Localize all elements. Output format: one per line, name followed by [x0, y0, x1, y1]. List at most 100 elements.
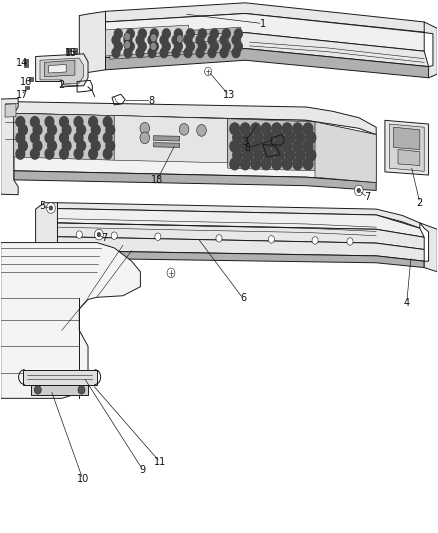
Circle shape	[97, 232, 101, 237]
Circle shape	[232, 48, 240, 58]
Circle shape	[95, 229, 103, 240]
Circle shape	[251, 123, 261, 135]
Polygon shape	[49, 64, 66, 73]
Polygon shape	[57, 203, 420, 228]
Text: 2: 2	[417, 198, 423, 208]
Circle shape	[45, 117, 54, 127]
Text: 10: 10	[77, 474, 89, 484]
Circle shape	[179, 124, 189, 135]
Circle shape	[261, 158, 271, 169]
Circle shape	[60, 117, 68, 127]
Circle shape	[103, 133, 112, 143]
Polygon shape	[110, 27, 241, 59]
Polygon shape	[398, 150, 420, 165]
Polygon shape	[389, 124, 424, 171]
Text: 17: 17	[15, 90, 28, 100]
Circle shape	[354, 185, 363, 196]
Text: 14: 14	[15, 59, 28, 68]
Circle shape	[18, 125, 27, 135]
Polygon shape	[106, 33, 428, 67]
Circle shape	[77, 141, 85, 151]
Text: 5: 5	[39, 201, 45, 212]
Bar	[29, 77, 33, 81]
Circle shape	[240, 141, 250, 152]
Polygon shape	[5, 104, 16, 117]
Circle shape	[285, 132, 295, 143]
Circle shape	[176, 35, 183, 43]
Circle shape	[306, 149, 316, 161]
Polygon shape	[40, 58, 84, 84]
Text: 8: 8	[244, 143, 251, 153]
Circle shape	[272, 141, 282, 152]
Circle shape	[187, 42, 194, 51]
Circle shape	[127, 42, 134, 51]
Circle shape	[103, 149, 112, 159]
Text: 7: 7	[364, 192, 371, 203]
Circle shape	[283, 123, 292, 135]
Circle shape	[357, 188, 360, 192]
Circle shape	[198, 29, 206, 38]
Circle shape	[78, 385, 85, 394]
Text: 8: 8	[148, 95, 154, 106]
Circle shape	[148, 35, 156, 45]
Circle shape	[106, 141, 115, 151]
Circle shape	[48, 141, 57, 151]
Circle shape	[89, 133, 98, 143]
Circle shape	[251, 141, 261, 152]
Circle shape	[283, 141, 292, 152]
Bar	[25, 86, 29, 90]
Polygon shape	[79, 11, 106, 72]
Polygon shape	[35, 54, 88, 87]
Circle shape	[347, 238, 353, 245]
Bar	[24, 59, 28, 62]
Circle shape	[162, 42, 170, 51]
Circle shape	[303, 158, 313, 169]
Circle shape	[240, 123, 250, 135]
Circle shape	[303, 141, 313, 152]
Circle shape	[92, 125, 100, 135]
Text: 16: 16	[20, 77, 32, 87]
Circle shape	[150, 34, 157, 42]
Circle shape	[127, 29, 134, 38]
Circle shape	[60, 133, 68, 143]
Circle shape	[264, 149, 274, 161]
Text: 15: 15	[65, 48, 78, 58]
Polygon shape	[35, 203, 57, 258]
Polygon shape	[14, 114, 376, 182]
Polygon shape	[57, 223, 424, 249]
Circle shape	[196, 35, 204, 45]
Circle shape	[285, 149, 295, 161]
Circle shape	[106, 125, 115, 135]
Circle shape	[230, 141, 240, 152]
Circle shape	[251, 158, 261, 169]
Circle shape	[174, 42, 182, 51]
Circle shape	[216, 235, 222, 242]
Circle shape	[254, 132, 263, 143]
Text: 1: 1	[260, 19, 266, 29]
Polygon shape	[394, 127, 420, 150]
Circle shape	[150, 42, 157, 51]
Polygon shape	[1, 243, 141, 398]
Text: 3: 3	[242, 136, 248, 147]
Circle shape	[34, 385, 41, 394]
Circle shape	[74, 133, 83, 143]
Polygon shape	[424, 22, 437, 78]
Circle shape	[111, 232, 117, 239]
Polygon shape	[57, 237, 424, 261]
Circle shape	[243, 132, 253, 143]
Circle shape	[208, 35, 216, 45]
Circle shape	[172, 48, 180, 58]
Circle shape	[254, 149, 263, 161]
Text: 7: 7	[102, 233, 108, 244]
Circle shape	[45, 133, 54, 143]
Polygon shape	[14, 102, 376, 135]
Circle shape	[62, 141, 71, 151]
Polygon shape	[44, 60, 75, 77]
Circle shape	[208, 48, 216, 58]
Circle shape	[230, 158, 240, 169]
Circle shape	[187, 29, 194, 38]
Circle shape	[140, 123, 150, 134]
Circle shape	[18, 141, 27, 151]
Circle shape	[162, 29, 170, 38]
Polygon shape	[106, 25, 188, 56]
